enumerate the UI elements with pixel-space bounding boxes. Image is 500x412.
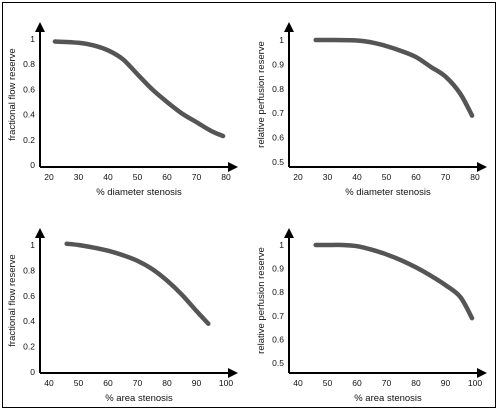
y-axis-arrow-icon [35, 22, 45, 32]
series-line [313, 37, 475, 118]
y-tick-label: 0.5 [272, 157, 284, 167]
y-axis-label: fractional flow reserve [7, 48, 18, 140]
x-axis-label: % area stenosis [354, 393, 422, 404]
chart-panel-3: 40 50 60 70 80 90 100 0 0.2 0.4 0.6 0.8 1 % area sten… [7, 228, 238, 404]
y-tick-label: 1 [30, 240, 35, 250]
x-tick-label: 90 [441, 378, 451, 388]
y-axis-label: relative perfusion reserve [256, 247, 267, 354]
x-tick-label: 60 [103, 378, 113, 388]
x-axis-label: % diameter stenosis [345, 187, 431, 198]
series-line [52, 39, 226, 139]
x-tick-label: 90 [192, 378, 202, 388]
y-axis-arrow-icon [35, 228, 45, 238]
y-tick-label: 0.2 [23, 135, 35, 145]
x-tick-label: 60 [162, 172, 172, 182]
y-axis-label: fractional flow reserve [7, 254, 18, 346]
y-tick-label: 0.7 [272, 108, 284, 118]
chart-panel-4: 40 50 60 70 80 90 100 0.5 0.6 0.7 0.8 0.9 1 % area st… [256, 228, 487, 404]
series-line [64, 241, 211, 326]
x-tick-label: 80 [162, 378, 172, 388]
y-tick-label: 1 [279, 35, 284, 45]
x-tick-label: 80 [470, 172, 480, 182]
x-tick-label: 20 [293, 172, 303, 182]
x-tick-label: 60 [352, 378, 362, 388]
y-tick-label: 0.8 [272, 287, 284, 297]
x-tick-label: 70 [441, 172, 451, 182]
y-axis-arrow-icon [284, 228, 294, 238]
x-tick-label: 100 [219, 378, 233, 388]
y-tick-label: 0.7 [272, 311, 284, 321]
y-tick-label: 0.8 [23, 265, 35, 275]
x-tick-label: 40 [44, 378, 54, 388]
x-tick-label: 60 [411, 172, 421, 182]
y-tick-label: 0.6 [272, 133, 284, 143]
x-tick-label: 40 [103, 172, 113, 182]
x-tick-label: 80 [411, 378, 421, 388]
x-axis-arrow-icon [477, 162, 487, 172]
y-tick-label: 1 [279, 240, 284, 250]
x-tick-label: 70 [192, 172, 202, 182]
x-tick-label: 20 [44, 172, 54, 182]
x-axis-label: % area stenosis [105, 393, 173, 404]
y-tick-label: 0.6 [23, 291, 35, 301]
x-tick-label: 50 [323, 378, 333, 388]
x-axis-arrow-icon [228, 368, 238, 378]
x-tick-label: 40 [293, 378, 303, 388]
x-tick-label: 50 [382, 172, 392, 182]
series-line [313, 242, 475, 321]
x-axis-arrow-icon [228, 162, 238, 172]
y-tick-label: 0.2 [23, 342, 35, 352]
x-tick-label: 30 [323, 172, 333, 182]
y-tick-label: 0.8 [23, 59, 35, 69]
x-tick-label: 80 [221, 172, 231, 182]
y-tick-label: 0.9 [272, 59, 284, 69]
y-tick-label: 0.9 [272, 264, 284, 274]
y-tick-label: 0.6 [23, 84, 35, 94]
y-axis-arrow-icon [284, 22, 294, 32]
y-tick-label: 0 [30, 367, 35, 377]
x-tick-label: 70 [133, 378, 143, 388]
x-axis-label: % diameter stenosis [96, 187, 182, 198]
y-tick-label: 0.8 [272, 84, 284, 94]
y-tick-label: 0.4 [23, 110, 35, 120]
x-axis-arrow-icon [477, 368, 487, 378]
figure-frame [2, 2, 496, 408]
x-tick-label: 50 [74, 378, 84, 388]
y-axis-label: relative perfusion reserve [256, 41, 267, 148]
y-tick-label: 0.6 [272, 334, 284, 344]
x-tick-label: 30 [74, 172, 84, 182]
y-tick-label: 0.4 [23, 316, 35, 326]
y-tick-label: 0 [30, 160, 35, 170]
x-tick-label: 70 [382, 378, 392, 388]
chart-panel-2: 20 30 40 50 60 70 80 0.5 0.6 0.7 0.8 0.9 1 % diameter… [256, 22, 487, 198]
y-tick-label: 1 [30, 34, 35, 44]
x-tick-label: 100 [468, 378, 482, 388]
y-tick-label: 0.5 [272, 358, 284, 368]
chart-panel-1: 20 30 40 50 60 70 80 0 0.2 0.4 0.6 0.8 1 % diameter s… [7, 22, 238, 198]
x-tick-label: 50 [133, 172, 143, 182]
x-tick-label: 40 [352, 172, 362, 182]
